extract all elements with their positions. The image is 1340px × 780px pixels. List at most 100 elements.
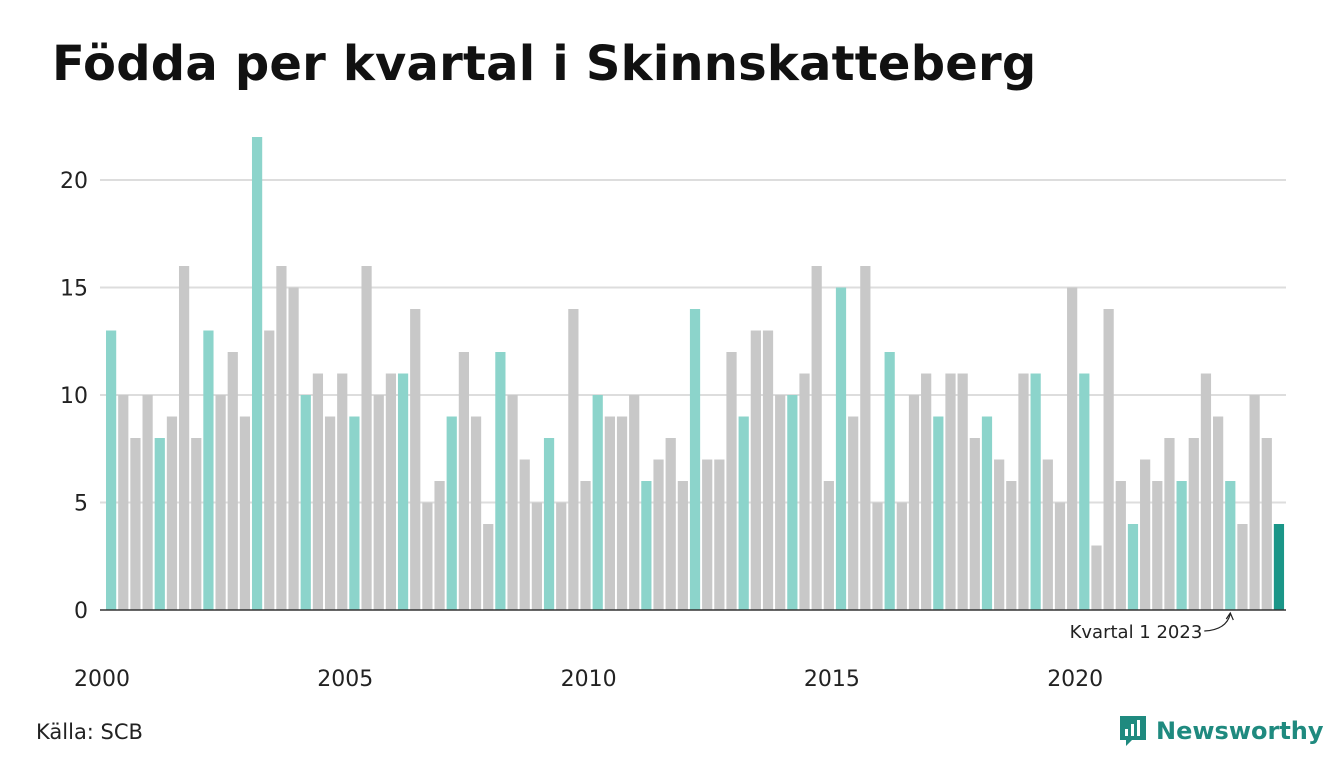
bar <box>1103 309 1114 610</box>
bar <box>1152 481 1163 610</box>
bar <box>1006 481 1017 610</box>
bar <box>215 395 226 610</box>
bars <box>106 137 1285 610</box>
bar <box>191 438 202 610</box>
bar <box>1188 438 1199 610</box>
x-tick-label: 2020 <box>1047 667 1103 692</box>
bar <box>276 266 287 610</box>
page-title: Födda per kvartal i Skinnskatteberg <box>52 36 1037 92</box>
bar <box>604 416 615 610</box>
bar <box>373 395 384 610</box>
bar <box>994 459 1005 610</box>
bar <box>470 416 482 610</box>
bar <box>775 395 786 610</box>
bar <box>422 502 433 610</box>
bar <box>1127 524 1139 610</box>
annotation-arrowhead <box>1225 611 1234 621</box>
bar <box>1213 416 1224 610</box>
bar <box>251 137 263 610</box>
bar <box>592 395 603 610</box>
bar <box>519 459 530 610</box>
bar <box>677 481 688 610</box>
x-tick-label: 2015 <box>804 667 860 692</box>
bar <box>981 416 993 610</box>
bar <box>653 459 664 610</box>
bar <box>750 330 761 610</box>
bar <box>1018 373 1029 610</box>
bar <box>580 481 591 610</box>
bar <box>227 352 238 610</box>
bar <box>106 330 117 610</box>
bar <box>689 309 701 610</box>
bar <box>908 395 920 610</box>
bar <box>543 438 555 610</box>
bar <box>458 352 470 610</box>
bar <box>1091 545 1102 610</box>
newsworthy-logo-icon <box>1120 716 1146 746</box>
y-tick-label: 0 <box>74 599 88 624</box>
bar <box>1164 438 1175 610</box>
bar <box>762 330 774 610</box>
y-tick-label: 15 <box>60 277 88 302</box>
bar <box>397 373 409 610</box>
bar <box>1176 481 1187 610</box>
bar <box>1249 395 1260 610</box>
y-tick-label: 5 <box>74 492 88 517</box>
bar <box>799 373 810 610</box>
bar <box>726 352 737 610</box>
source-note: Källa: SCB <box>36 720 143 744</box>
bar <box>385 373 397 610</box>
bar <box>568 309 579 610</box>
bar <box>507 395 518 610</box>
bar <box>1054 502 1066 610</box>
bar <box>1261 438 1272 610</box>
bar <box>823 481 834 610</box>
x-tick-label: 2010 <box>561 667 617 692</box>
bar <box>933 416 944 610</box>
bar <box>1140 459 1151 610</box>
bar <box>288 287 299 610</box>
bar <box>616 416 628 610</box>
annotation-label: Kvartal 1 2023 <box>1070 622 1203 643</box>
bar <box>337 373 348 610</box>
bar <box>860 266 871 610</box>
bar <box>1079 373 1090 610</box>
bar <box>142 395 153 610</box>
annotation-arrow <box>1204 613 1231 632</box>
y-tick-label: 10 <box>60 384 88 409</box>
x-tick-label: 2000 <box>74 667 130 692</box>
bar <box>495 352 506 610</box>
bar <box>130 438 141 610</box>
bar <box>921 373 932 610</box>
bar <box>1237 524 1248 610</box>
brand-name: Newsworthy <box>1156 717 1324 745</box>
bar <box>166 416 178 610</box>
bar <box>738 416 749 610</box>
x-tick-label: 2005 <box>317 667 373 692</box>
bar <box>434 481 445 610</box>
bar <box>239 416 251 610</box>
bar <box>665 438 676 610</box>
bar <box>1042 459 1053 610</box>
bar <box>531 502 542 610</box>
bar <box>641 481 652 610</box>
bar <box>446 416 457 610</box>
bar <box>556 502 567 610</box>
bar <box>178 266 190 610</box>
bar <box>203 330 214 610</box>
bar <box>1067 287 1078 610</box>
bar <box>264 330 275 610</box>
bar <box>1030 373 1041 610</box>
bar <box>835 287 847 610</box>
annotation: Kvartal 1 2023 <box>1070 611 1234 643</box>
bar <box>884 352 895 610</box>
bar <box>361 266 372 610</box>
bar <box>787 395 798 610</box>
brand-logo[interactable]: Newsworthy <box>1118 714 1324 748</box>
bar <box>1115 481 1126 610</box>
bar <box>945 373 956 610</box>
bar <box>629 395 640 610</box>
bar <box>811 266 822 610</box>
bar <box>118 395 129 610</box>
